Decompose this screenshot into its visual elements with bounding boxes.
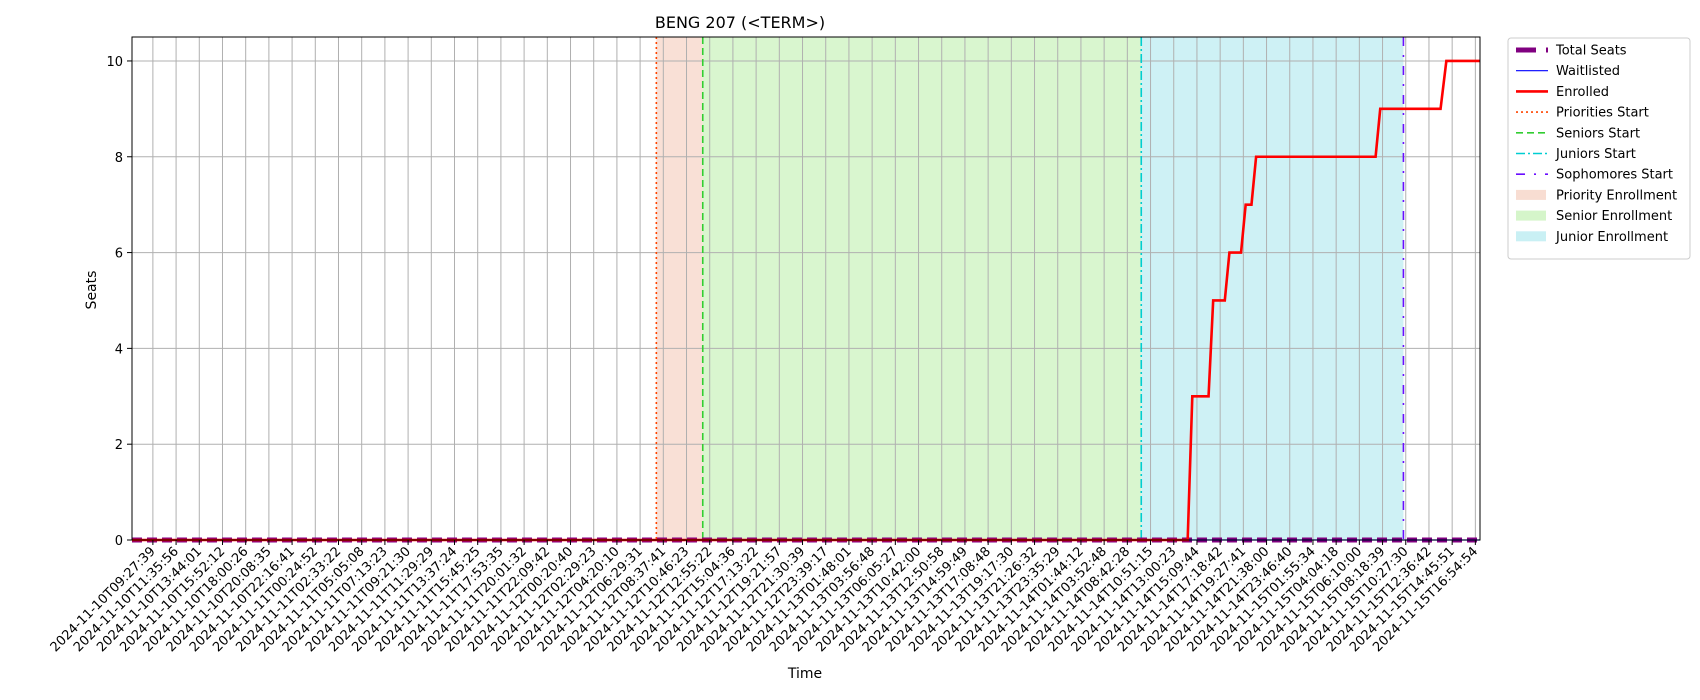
legend-label-priority-enrollment: Priority Enrollment <box>1556 188 1677 203</box>
legend-swatch-priority-enrollment <box>1516 189 1546 200</box>
chart-title: BENG 207 (<TERM>) <box>655 13 825 32</box>
legend-label-enrolled: Enrolled <box>1556 85 1609 100</box>
legend-label-total-seats: Total Seats <box>1555 44 1627 59</box>
y-axis-label: Seats <box>84 271 100 310</box>
y-tick-label: 10 <box>106 55 123 70</box>
y-tick-label: 4 <box>115 342 123 357</box>
y-tick-label: 6 <box>115 247 123 262</box>
y-tick-label: 0 <box>115 534 123 549</box>
series-enrolled <box>132 59 1480 542</box>
region-priority-enrollment <box>656 37 703 540</box>
legend-label-sophomores-start: Sophomores Start <box>1556 168 1673 183</box>
legend-swatch-junior-enrollment <box>1516 231 1546 242</box>
legend-label-juniors-start: Juniors Start <box>1555 147 1636 162</box>
y-axis-ticks: 0 2 4 6 8 10 <box>106 55 132 549</box>
x-axis-label: Time <box>787 666 822 682</box>
shaded-regions <box>656 37 1404 540</box>
y-tick-label: 8 <box>115 151 123 166</box>
phase-markers <box>655 37 1405 540</box>
y-tick-label: 2 <box>115 438 123 453</box>
legend-swatch-senior-enrollment <box>1516 210 1546 221</box>
legend-label-priorities-start: Priorities Start <box>1556 106 1649 121</box>
plot-frame <box>131 36 1481 541</box>
region-junior-enrollment <box>1141 37 1404 540</box>
legend-label-waitlisted: Waitlisted <box>1556 64 1620 79</box>
legend-label-junior-enrollment: Junior Enrollment <box>1555 230 1668 245</box>
legend: Total Seats Waitlisted Enrolled Priorities … <box>1507 37 1691 260</box>
legend-box <box>1507 37 1691 260</box>
legend-label-seniors-start: Seniors Start <box>1556 126 1640 141</box>
region-senior-enrollment <box>702 37 1142 540</box>
x-axis-ticks: 2024-11-10T09:27:392024-11-10T11:35:5620… <box>48 540 1481 655</box>
legend-label-senior-enrollment: Senior Enrollment <box>1556 209 1672 224</box>
grid-lines <box>132 37 1480 541</box>
